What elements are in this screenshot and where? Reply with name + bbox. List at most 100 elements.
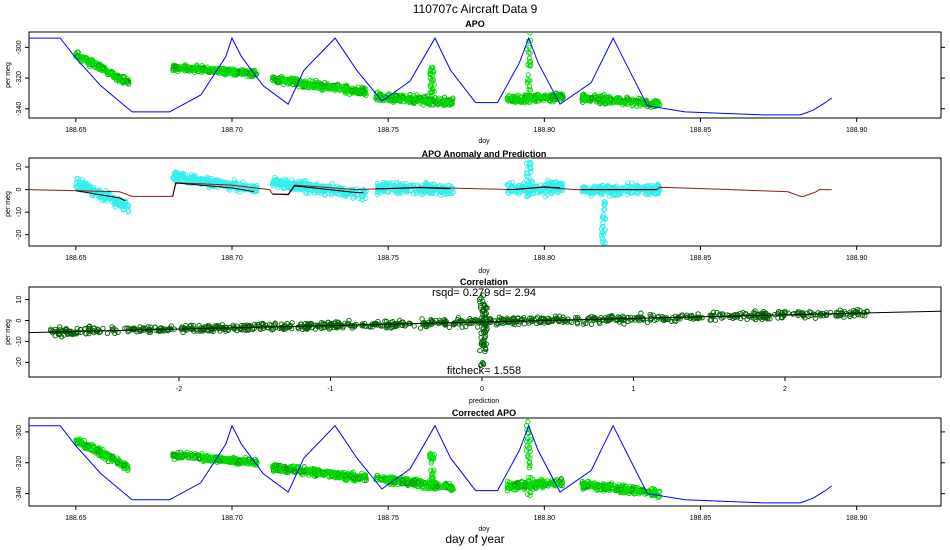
correlation-point (482, 303, 488, 309)
anomaly-point (505, 189, 511, 196)
correlation-point (791, 311, 797, 317)
apo-0-point (337, 87, 343, 93)
correlation-point (596, 319, 602, 325)
correlation-point (450, 321, 456, 327)
apo-0-point (299, 81, 305, 88)
apo-3-point (526, 444, 533, 451)
anomaly-point (359, 197, 366, 203)
correlation-point (137, 328, 143, 334)
apo-3-point (448, 487, 454, 494)
apo-3-point (549, 480, 555, 487)
apo-0-point (356, 88, 362, 95)
anomaly-point (333, 190, 339, 196)
anomaly-point (321, 183, 327, 189)
apo-3-point (441, 483, 447, 489)
apo-0-point (273, 79, 280, 85)
correlation-point (251, 325, 257, 331)
apo-3-point (356, 475, 362, 481)
apo-3-point (585, 483, 591, 489)
apo-0-point (318, 81, 324, 87)
anomaly-point (641, 184, 647, 190)
correlation-point (482, 348, 488, 355)
correlation-point (257, 323, 263, 329)
apo-0-point (206, 69, 212, 76)
apo-3-point (294, 463, 300, 470)
anomaly-point (580, 185, 586, 192)
apo-0-point (624, 94, 630, 100)
apo-3-point (428, 472, 435, 478)
apo-0-point (192, 66, 198, 73)
apo-0-point (412, 98, 418, 104)
apo-0-point (541, 93, 548, 100)
apo-0-point (429, 95, 436, 102)
apo-3-point (604, 484, 611, 490)
apo-3-point (624, 486, 630, 492)
apo-3-point (76, 437, 82, 443)
correlation-point (534, 314, 541, 320)
panel-apo: APO per meg doy (5, 19, 942, 145)
correlation-point (549, 318, 556, 324)
apo-3-point (321, 472, 327, 478)
panel-apo-title: APO (465, 19, 485, 29)
correlation-point (644, 319, 651, 326)
panel-correlation-xlabel: prediction (469, 398, 499, 405)
apo-0-point (654, 100, 661, 106)
anomaly-point (279, 181, 285, 187)
apo-0-point (397, 98, 404, 105)
anomaly-point (393, 189, 399, 196)
correlation-point (268, 325, 274, 331)
anomaly-point (206, 184, 212, 190)
panel-anomaly-title: APO Anomaly and Prediction (422, 149, 547, 159)
apo-0-point (122, 79, 129, 85)
anomaly-point (525, 193, 531, 199)
correlation-point (359, 321, 365, 327)
correlation-point (837, 307, 843, 313)
anomaly-point (599, 182, 606, 188)
anomaly-point (557, 181, 563, 187)
apo-0-point (620, 100, 626, 106)
anomaly-point (374, 191, 380, 197)
apo-0-point (203, 66, 209, 72)
apo-0-point (608, 99, 614, 106)
correlation-point (396, 317, 403, 324)
apo-3-point (528, 475, 534, 481)
apo-3-point (326, 473, 332, 479)
apo-0-point (75, 54, 81, 60)
correlation-point (246, 324, 252, 330)
apo-0-point (527, 87, 533, 93)
correlation-point (501, 317, 508, 323)
anomaly-point (431, 188, 437, 194)
anomaly-point (119, 201, 126, 207)
panel-correlation-title: Correlation (460, 277, 508, 287)
correlation-point (714, 310, 720, 316)
correlation-point (476, 320, 482, 326)
correlation-point (614, 317, 621, 323)
correlation-point (289, 320, 295, 326)
correlation-point (305, 322, 311, 328)
panel-correlation-ylabel: per meg (5, 319, 12, 345)
anomaly-point (528, 165, 534, 172)
correlation-point (156, 328, 162, 334)
correlation-point (612, 317, 619, 323)
apo-3-point (226, 459, 233, 466)
apo-3-point (403, 477, 409, 483)
apo-0-point (629, 96, 635, 102)
correlation-point (588, 321, 595, 327)
apo-3-point (240, 457, 246, 464)
apo-3-point (221, 457, 228, 463)
anomaly-point (602, 207, 608, 213)
apo-0-point (640, 101, 646, 107)
apo-3-point (82, 444, 88, 450)
correlation-point (470, 317, 476, 324)
panel-anomaly-xlabel: doy (478, 268, 490, 275)
anomaly-point (506, 180, 513, 186)
anomaly-point (414, 190, 420, 196)
apo-3-point (282, 464, 288, 470)
correlation-point (459, 318, 466, 324)
apo-3-point (196, 455, 202, 461)
correlation-point (421, 319, 428, 326)
apo-3-point (429, 475, 435, 481)
apo-3-point (387, 474, 393, 480)
anomaly-point (651, 183, 657, 189)
apo-3-point (524, 491, 531, 497)
